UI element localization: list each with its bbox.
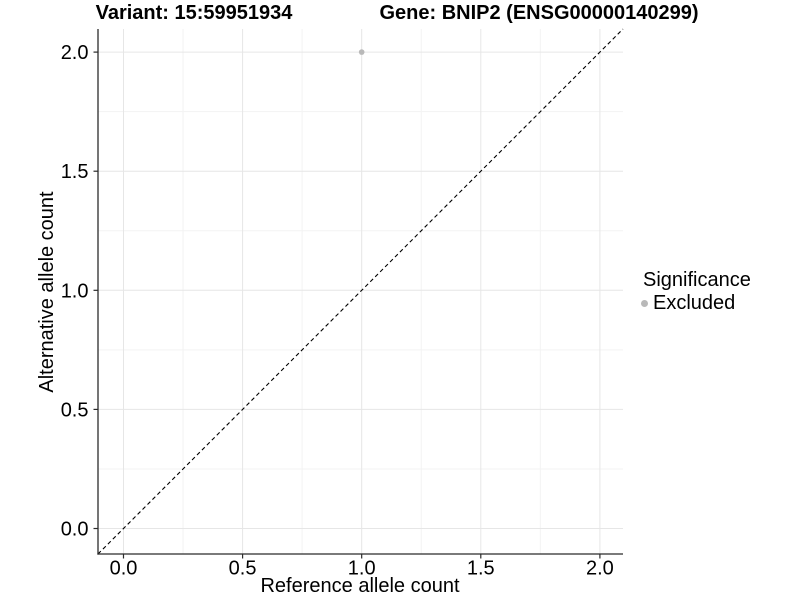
x-tick-label: 1.5 (467, 558, 495, 580)
identity-dashed-line (97, 28, 624, 555)
y-tick-label: 2.0 (61, 42, 89, 64)
plot-title-gene: Gene: BNIP2 (ENSG00000140299) (379, 2, 699, 24)
legend-entry: Excluded (639, 293, 751, 313)
plot-title-variant: Variant: 15:59951934 (95, 2, 293, 24)
legend: Significance Excluded (639, 270, 751, 313)
legend-entry-label: Excluded (653, 292, 736, 314)
y-tick-label: 0.5 (61, 399, 89, 421)
y-tick-label: 0.0 (61, 519, 89, 541)
y-tick-label: 1.5 (61, 161, 89, 183)
excluded-point-icon (641, 300, 648, 307)
data-point (358, 49, 365, 55)
x-axis-title: Reference allele count (260, 575, 460, 597)
y-tick-label: 1.0 (61, 280, 89, 302)
x-tick-label: 1.0 (348, 558, 376, 580)
x-tick-label: 2.0 (586, 558, 614, 580)
y-axis-title: Alternative allele count (36, 191, 58, 393)
x-tick-label: 0.5 (229, 558, 257, 580)
legend-title: Significance (643, 269, 751, 291)
x-tick-label: 0.0 (110, 558, 138, 580)
